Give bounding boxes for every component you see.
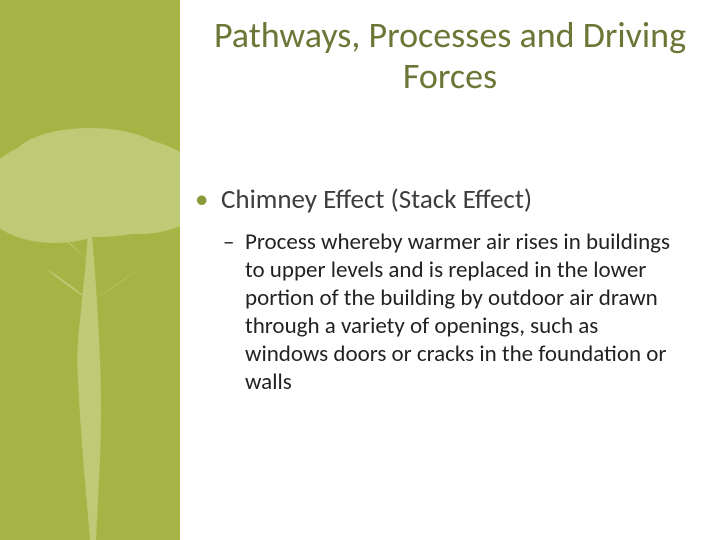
subbullet-item: – Process whereby warmer air rises in bu… <box>223 228 705 396</box>
slide-content: Pathways, Processes and Driving Forces •… <box>195 15 705 396</box>
bullet-marker: • <box>195 183 221 216</box>
subbullet-marker: – <box>223 228 245 396</box>
decorative-sidebar <box>0 0 180 540</box>
bullet-item: • Chimney Effect (Stack Effect) <box>195 183 705 216</box>
bullet-text: Chimney Effect (Stack Effect) <box>221 183 705 216</box>
subbullet-text: Process whereby warmer air rises in buil… <box>245 228 705 396</box>
slide-title: Pathways, Processes and Driving Forces <box>195 15 705 98</box>
